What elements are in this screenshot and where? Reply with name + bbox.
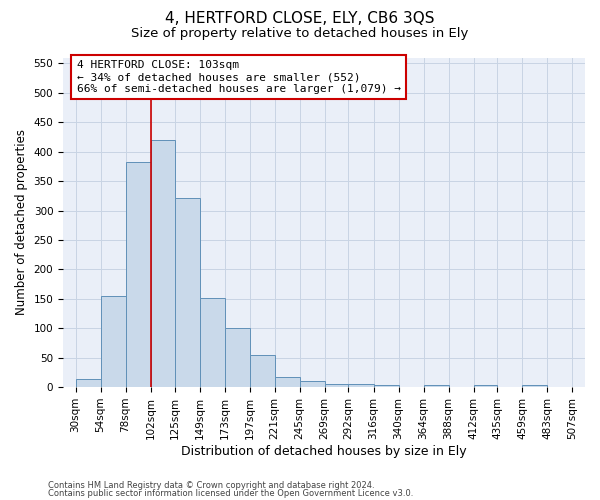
Bar [200, 298, 224, 387]
Bar [224, 328, 250, 387]
Bar [250, 354, 275, 387]
X-axis label: Distribution of detached houses by size in Ely: Distribution of detached houses by size … [181, 444, 467, 458]
Text: 4 HERTFORD CLOSE: 103sqm
← 34% of detached houses are smaller (552)
66% of semi-: 4 HERTFORD CLOSE: 103sqm ← 34% of detach… [77, 60, 401, 94]
Bar [151, 140, 175, 387]
Y-axis label: Number of detached properties: Number of detached properties [15, 130, 28, 316]
Bar [76, 380, 101, 387]
Bar [125, 162, 151, 387]
Bar [374, 384, 398, 387]
Bar [523, 384, 547, 387]
Bar [424, 384, 449, 387]
Bar [275, 376, 299, 387]
Text: Size of property relative to detached houses in Ely: Size of property relative to detached ho… [131, 28, 469, 40]
Bar [175, 198, 200, 387]
Bar [101, 296, 125, 387]
Bar [325, 384, 349, 387]
Bar [349, 384, 374, 387]
Bar [299, 381, 325, 387]
Text: Contains HM Land Registry data © Crown copyright and database right 2024.: Contains HM Land Registry data © Crown c… [48, 480, 374, 490]
Text: Contains public sector information licensed under the Open Government Licence v3: Contains public sector information licen… [48, 489, 413, 498]
Bar [473, 384, 497, 387]
Text: 4, HERTFORD CLOSE, ELY, CB6 3QS: 4, HERTFORD CLOSE, ELY, CB6 3QS [165, 11, 435, 26]
